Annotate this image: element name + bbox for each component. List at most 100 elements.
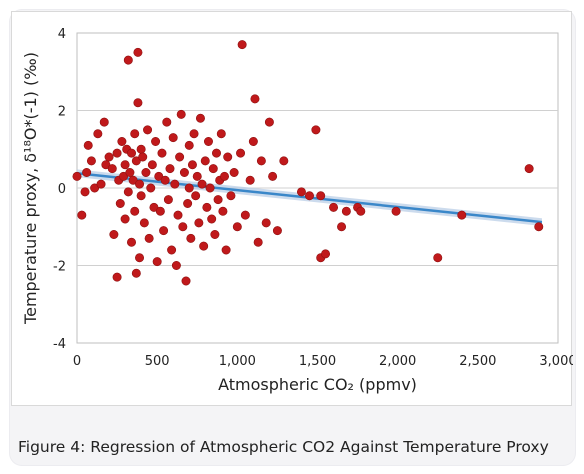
data-point	[159, 226, 169, 236]
data-point	[226, 191, 236, 201]
data-point	[130, 206, 140, 216]
data-point	[203, 137, 213, 147]
figure-frame: 0 500 1,000 1,500 2,000 2,500 3,000 -4 -2 0 2 4 At…	[11, 11, 573, 406]
data-point	[197, 179, 207, 189]
data-point	[534, 222, 544, 232]
data-point	[173, 210, 183, 220]
data-point	[125, 168, 135, 178]
data-point	[248, 137, 258, 147]
data-point	[195, 113, 205, 123]
data-point	[130, 129, 140, 139]
data-point	[194, 218, 204, 228]
data-point	[187, 160, 197, 170]
data-point	[218, 206, 228, 216]
data-point	[229, 168, 239, 178]
data-point	[179, 168, 189, 178]
data-point	[183, 199, 193, 209]
data-point	[133, 98, 143, 108]
data-point	[433, 253, 443, 263]
data-point	[133, 47, 143, 57]
data-point	[175, 152, 185, 162]
data-point	[82, 168, 92, 178]
data-point	[191, 191, 201, 201]
data-point	[157, 148, 167, 158]
data-point	[178, 222, 188, 232]
data-point	[316, 191, 326, 201]
data-point	[120, 214, 130, 224]
data-point	[112, 272, 122, 282]
data-point	[329, 202, 339, 212]
y-tick-label: -2	[53, 260, 66, 275]
data-point	[184, 183, 194, 193]
data-point	[296, 187, 306, 197]
data-point	[136, 191, 146, 201]
data-point	[200, 156, 210, 166]
figure-caption: Figure 4: Regression of Atmospheric CO2 …	[18, 438, 549, 456]
y-tick-label: -4	[53, 337, 66, 352]
data-point	[136, 144, 146, 154]
data-point	[337, 222, 347, 232]
data-point	[210, 230, 220, 240]
scatter-chart: 0 500 1,000 1,500 2,000 2,500 3,000 -4 -2 0 2 4 At…	[21, 27, 573, 394]
data-point	[245, 175, 255, 185]
data-point	[123, 55, 133, 65]
data-point	[391, 206, 401, 216]
data-point	[220, 171, 230, 181]
data-point	[139, 218, 149, 228]
data-point	[165, 164, 175, 174]
data-point	[146, 183, 156, 193]
data-point	[341, 206, 351, 216]
data-point	[279, 156, 289, 166]
data-point	[99, 117, 109, 127]
data-point	[120, 160, 130, 170]
data-point	[524, 164, 534, 174]
data-point	[171, 261, 181, 271]
data-point	[356, 206, 366, 216]
data-point	[162, 117, 172, 127]
y-tick-label: 4	[58, 27, 66, 42]
data-point	[155, 206, 165, 216]
data-point	[96, 179, 106, 189]
data-point	[192, 171, 202, 181]
data-point	[223, 152, 233, 162]
data-point	[144, 233, 154, 243]
data-point	[138, 152, 148, 162]
data-point	[232, 222, 242, 232]
x-tick-label: 0	[73, 354, 81, 369]
data-point	[261, 218, 271, 228]
x-tick-label: 1,000	[219, 354, 256, 369]
data-point	[213, 195, 223, 205]
data-point	[135, 179, 145, 189]
data-point	[167, 245, 177, 255]
data-point	[107, 164, 117, 174]
data-point	[123, 187, 133, 197]
x-axis-title: Atmospheric CO₂ (ppmv)	[218, 375, 417, 394]
data-point	[202, 202, 212, 212]
data-point	[104, 152, 114, 162]
data-point	[311, 125, 321, 135]
data-point	[83, 140, 93, 150]
data-point	[160, 175, 170, 185]
data-point	[457, 210, 467, 220]
data-point	[135, 253, 145, 263]
data-point	[186, 233, 196, 243]
data-point	[152, 257, 162, 267]
data-point	[268, 171, 278, 181]
data-point	[86, 156, 96, 166]
x-tick-label: 2,500	[459, 354, 496, 369]
y-tick-label: 0	[58, 182, 66, 197]
y-axis-ticks: -4 -2 0 2 4	[53, 27, 66, 352]
data-point	[237, 40, 247, 50]
data-point	[250, 94, 260, 104]
data-point	[211, 148, 221, 158]
data-point	[72, 171, 82, 181]
data-point	[147, 160, 157, 170]
data-point	[205, 183, 215, 193]
data-point	[112, 148, 122, 158]
data-point	[77, 210, 87, 220]
data-point	[221, 245, 231, 255]
data-point	[272, 226, 282, 236]
data-point	[176, 109, 186, 119]
data-point	[127, 148, 137, 158]
y-axis-title: Temperature proxy, δ¹⁸O*(-1) (‰)	[21, 52, 40, 325]
